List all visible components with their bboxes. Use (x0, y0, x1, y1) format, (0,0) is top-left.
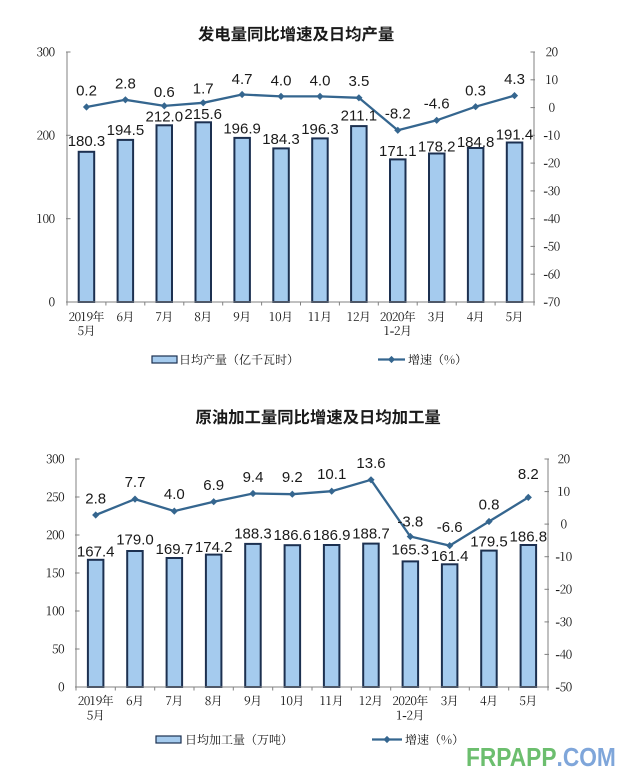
svg-text:9.2: 9.2 (282, 469, 303, 486)
svg-text:-6.6: -6.6 (437, 519, 463, 536)
svg-text:-3.8: -3.8 (397, 514, 423, 531)
svg-text:10.1: 10.1 (317, 466, 346, 483)
svg-text:215.6: 215.6 (184, 106, 222, 123)
svg-text:186.6: 186.6 (274, 527, 312, 544)
svg-text:0.6: 0.6 (154, 84, 175, 101)
svg-text:165.3: 165.3 (392, 542, 430, 559)
svg-text:188.7: 188.7 (352, 525, 390, 542)
svg-text:179.5: 179.5 (470, 534, 508, 551)
svg-text:4.0: 4.0 (164, 486, 185, 503)
svg-text:194.5: 194.5 (107, 122, 145, 139)
svg-text:174.2: 174.2 (195, 539, 233, 556)
svg-text:-4.6: -4.6 (424, 95, 450, 112)
svg-text:4.0: 4.0 (271, 72, 292, 89)
svg-text:4.7: 4.7 (232, 71, 253, 88)
svg-text:4.0: 4.0 (310, 72, 331, 89)
svg-text:-8.2: -8.2 (385, 105, 411, 122)
svg-text:188.3: 188.3 (234, 525, 272, 542)
svg-text:161.4: 161.4 (431, 548, 469, 565)
svg-text:211.1: 211.1 (341, 108, 377, 125)
svg-text:0.2: 0.2 (76, 83, 97, 100)
svg-text:169.7: 169.7 (156, 541, 194, 558)
svg-text:2.8: 2.8 (115, 75, 136, 92)
svg-text:179.0: 179.0 (116, 532, 154, 549)
svg-text:186.9: 186.9 (313, 527, 351, 544)
svg-text:196.9: 196.9 (223, 120, 261, 137)
svg-text:196.3: 196.3 (301, 121, 339, 138)
svg-text:180.3: 180.3 (68, 133, 106, 150)
svg-text:186.8: 186.8 (510, 528, 548, 545)
svg-text:7.7: 7.7 (125, 474, 146, 491)
svg-text:184.3: 184.3 (262, 131, 300, 148)
svg-text:2.8: 2.8 (85, 491, 106, 508)
svg-text:0.8: 0.8 (479, 496, 500, 513)
svg-text:178.2: 178.2 (418, 139, 456, 156)
svg-text:0.3: 0.3 (465, 83, 486, 100)
svg-text:9.4: 9.4 (243, 469, 264, 486)
svg-text:167.4: 167.4 (77, 543, 115, 560)
svg-text:212.0: 212.0 (146, 108, 184, 125)
svg-text:6.9: 6.9 (203, 477, 224, 494)
svg-text:8.2: 8.2 (518, 466, 539, 483)
svg-text:171.1: 171.1 (379, 143, 417, 160)
svg-text:FRPAPP.COM: FRPAPP.COM (466, 744, 616, 773)
svg-text:13.6: 13.6 (356, 455, 385, 472)
svg-text:4.3: 4.3 (504, 71, 525, 88)
svg-text:3.5: 3.5 (348, 73, 369, 90)
svg-text:1.7: 1.7 (193, 80, 214, 97)
svg-text:191.4: 191.4 (496, 127, 534, 144)
svg-text:184.8: 184.8 (457, 134, 495, 151)
